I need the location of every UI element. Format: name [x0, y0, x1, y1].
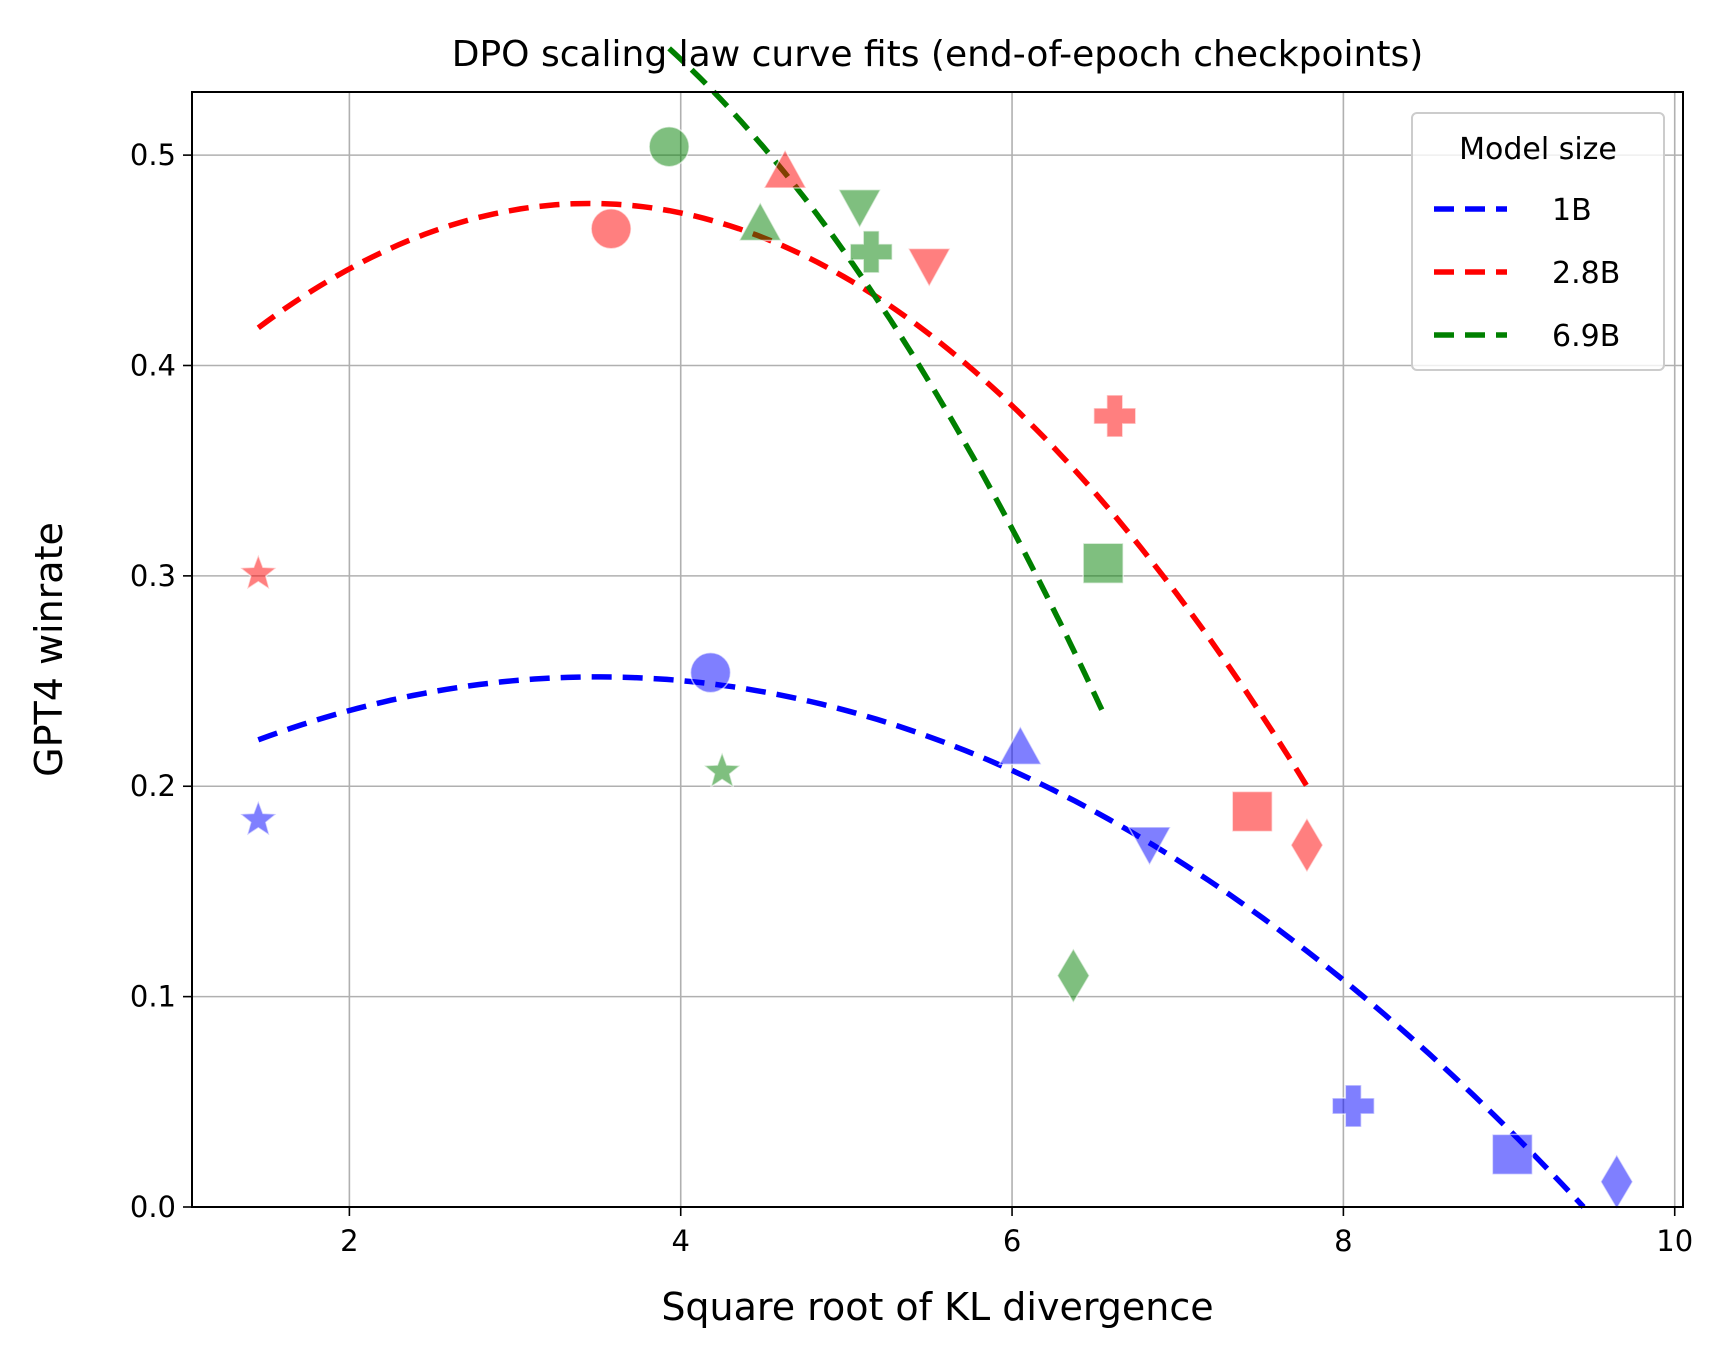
y-tick-label: 0.3 [130, 559, 176, 593]
legend-box [1411, 112, 1665, 371]
fit-curve [257, 674, 1586, 1209]
data-point [1127, 826, 1172, 867]
x-tick-label: 4 [671, 1224, 689, 1258]
data-point [837, 188, 882, 230]
data-point [906, 247, 952, 289]
x-tick-label: 10 [1656, 1224, 1693, 1258]
data-point [1599, 1153, 1634, 1211]
data-points-layer [238, 125, 1634, 1211]
x-tick-label: 6 [1003, 1224, 1021, 1258]
data-point [1491, 1133, 1534, 1176]
data-point [1331, 1084, 1376, 1128]
data-point [648, 125, 690, 168]
data-point [737, 200, 783, 242]
fit-curve [256, 200, 1310, 788]
legend-label: 2.8B [1552, 256, 1620, 291]
data-point [1056, 947, 1091, 1005]
data-point [1093, 394, 1137, 438]
legend-title: Model size [1459, 132, 1617, 167]
data-point [998, 724, 1043, 766]
y-tick-label: 0.5 [130, 138, 176, 172]
fit-curves-layer [256, 46, 1586, 1209]
legend-entries: 1B 2.8B 6.9B [1434, 193, 1620, 354]
y-tick-label: 0.1 [130, 980, 176, 1014]
data-point [1231, 790, 1274, 833]
y-axis-label: GPT4 winrate [27, 522, 71, 777]
x-axis-label: Square root of KL divergence [661, 1285, 1213, 1329]
tick-layer: 2 4 6 8 10 0.0 0.1 0.2 0.3 0.4 0.5 [130, 138, 1693, 1258]
fit-curve [667, 46, 1106, 714]
data-point [1082, 542, 1124, 584]
data-point [702, 750, 743, 789]
plot-frame [191, 91, 1684, 1208]
data-point [238, 552, 279, 591]
data-point [590, 207, 632, 250]
y-tick-label: 0.2 [130, 769, 176, 803]
data-point [238, 798, 279, 838]
x-tick-label: 2 [340, 1224, 358, 1258]
legend-label: 1B [1552, 193, 1592, 228]
data-point [1290, 816, 1324, 874]
y-tick-label: 0.0 [130, 1190, 176, 1224]
data-point [762, 148, 808, 189]
data-point [849, 230, 893, 274]
data-point [689, 651, 732, 694]
y-tick-label: 0.4 [130, 348, 176, 382]
chart-title: DPO scaling law curve fits (end-of-epoch… [452, 34, 1424, 75]
legend: Model size 1B 2.8B 6.9B [1411, 112, 1665, 371]
x-tick-label: 8 [1334, 1224, 1352, 1258]
legend-label: 6.9B [1552, 319, 1620, 354]
